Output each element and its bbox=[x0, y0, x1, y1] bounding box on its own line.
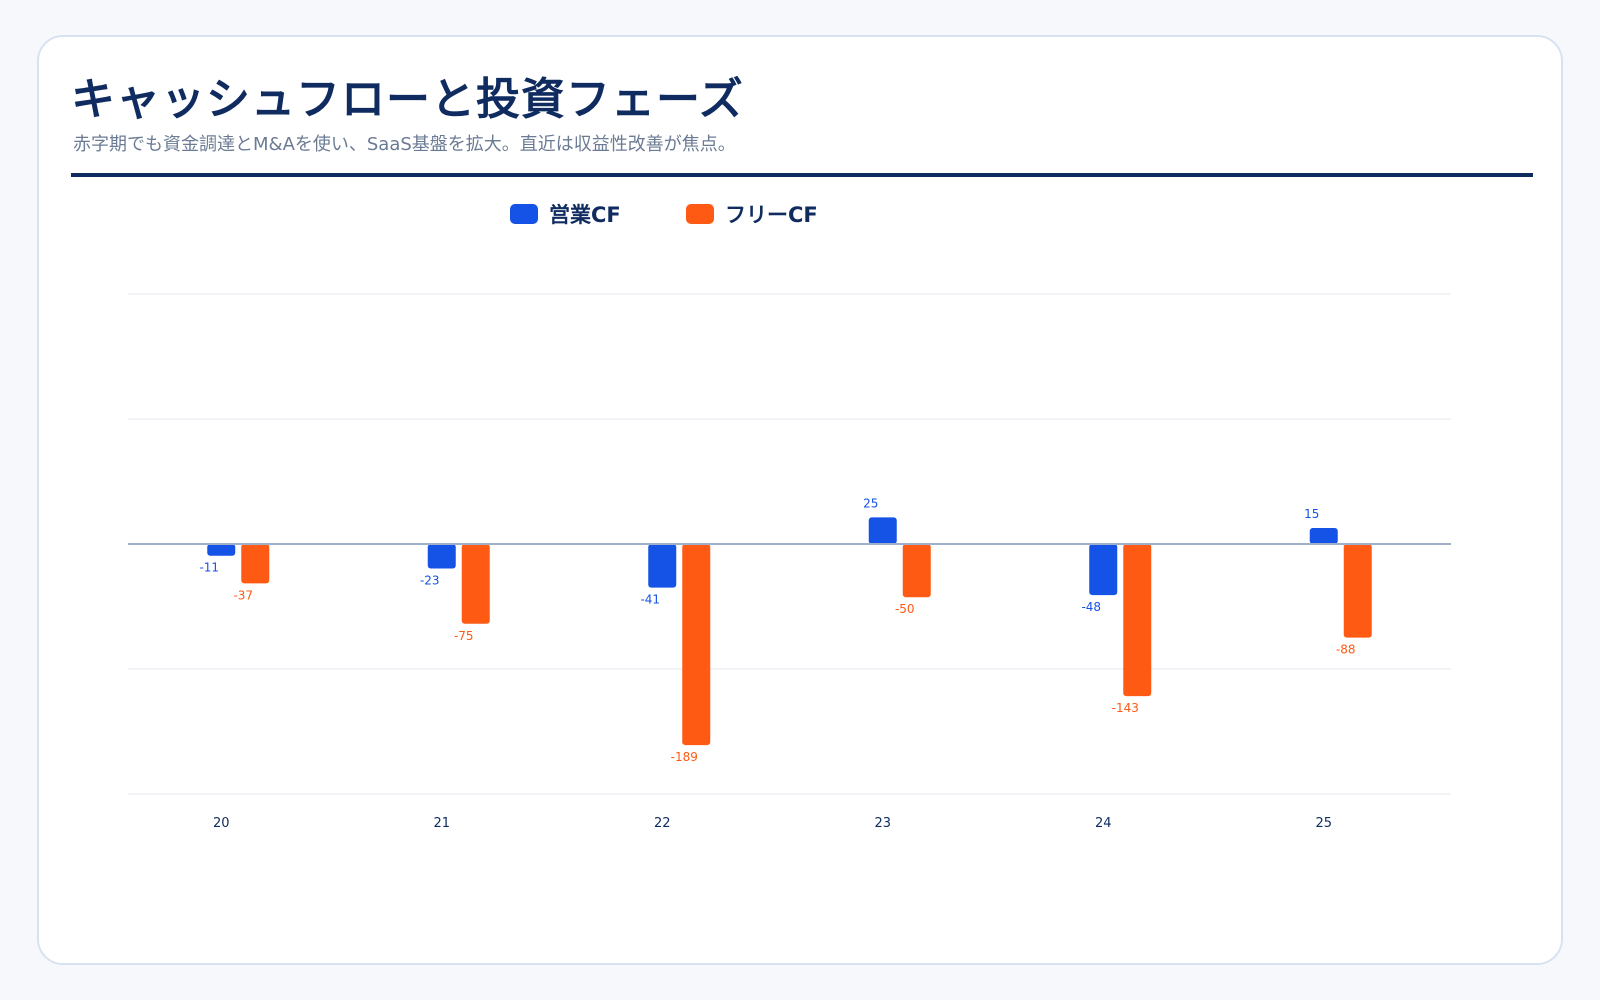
data-label-operating-24: -48 bbox=[1081, 600, 1101, 614]
chart-gridlines bbox=[128, 293, 1451, 795]
bar-free-22 bbox=[682, 544, 711, 746]
chart-bars bbox=[207, 517, 1372, 746]
legend-label-2: フリーCF bbox=[725, 203, 818, 227]
legend-label-1: 営業CF bbox=[549, 203, 621, 227]
bar-free-21 bbox=[461, 544, 490, 624]
data-label-operating-22: -41 bbox=[640, 593, 660, 607]
chart-x-axis: 20 21 22 23 24 25 bbox=[213, 816, 1332, 831]
chart-data-labels: -11 -37 -23 -75 -41 -189 25 -50 -48 -143 15 -88 bbox=[199, 496, 1355, 764]
x-tick-24: 24 bbox=[1095, 816, 1112, 831]
x-tick-20: 20 bbox=[213, 816, 230, 831]
title-divider bbox=[71, 173, 1533, 177]
data-label-free-23: -50 bbox=[895, 602, 915, 616]
page-title: キャッシュフローと投資フェーズ bbox=[71, 74, 744, 125]
x-tick-21: 21 bbox=[433, 816, 450, 831]
x-tick-23: 23 bbox=[874, 816, 891, 831]
x-tick-22: 22 bbox=[654, 816, 671, 831]
x-tick-25: 25 bbox=[1315, 816, 1332, 831]
bar-operating-22 bbox=[648, 544, 677, 588]
data-label-free-24: -143 bbox=[1112, 701, 1139, 715]
cashflow-chart: 営業CF フリーCF -11 -37 -23 -75 -41 -189 25 -50 -48 -14… bbox=[128, 203, 1451, 831]
bar-free-23 bbox=[902, 544, 931, 598]
chart-card: キャッシュフローと投資フェーズ 赤字期でも資金調達とM&Aを使い、SaaS基盤を… bbox=[37, 35, 1563, 965]
data-label-operating-23: 25 bbox=[863, 496, 878, 510]
legend-swatch-2 bbox=[686, 204, 714, 224]
data-label-free-22: -189 bbox=[671, 750, 698, 764]
bar-operating-21 bbox=[427, 544, 456, 569]
data-label-operating-25: 15 bbox=[1304, 507, 1319, 521]
bar-free-24 bbox=[1123, 544, 1152, 697]
chart-legend: 営業CF フリーCF bbox=[510, 203, 818, 227]
data-label-free-20: -37 bbox=[233, 588, 253, 602]
data-label-operating-21: -23 bbox=[420, 573, 440, 587]
data-label-free-25: -88 bbox=[1336, 643, 1356, 657]
data-label-operating-20: -11 bbox=[199, 561, 219, 575]
data-label-free-21: -75 bbox=[454, 629, 474, 643]
bar-operating-25 bbox=[1309, 528, 1338, 544]
page-subtitle: 赤字期でも資金調達とM&Aを使い、SaaS基盤を拡大。直近は収益性改善が焦点。 bbox=[73, 134, 736, 155]
bar-operating-24 bbox=[1089, 544, 1118, 596]
bar-free-20 bbox=[241, 544, 270, 584]
legend-swatch-1 bbox=[510, 204, 538, 224]
bar-operating-23 bbox=[868, 517, 897, 544]
bar-operating-20 bbox=[207, 544, 236, 556]
bar-free-25 bbox=[1343, 544, 1372, 638]
